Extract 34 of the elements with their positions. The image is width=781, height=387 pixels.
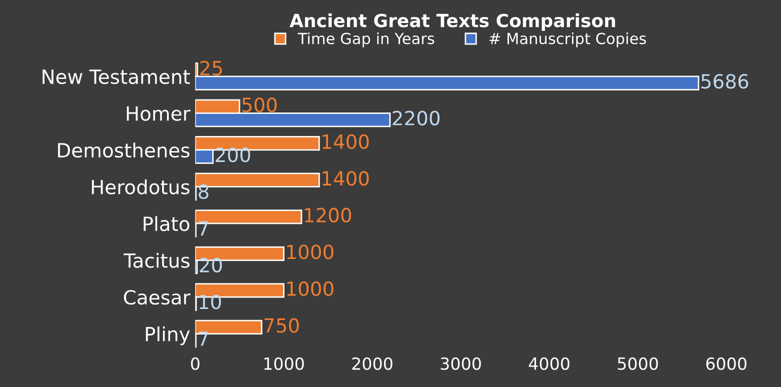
y-tick-label: Homer xyxy=(126,106,190,121)
x-tick-label: 5000 xyxy=(618,357,658,370)
y-tick-label: Pliny xyxy=(146,326,190,346)
data-label: 20 xyxy=(200,258,222,273)
chart-title: Ancient Great Texts Comparison xyxy=(290,13,616,31)
x-tick-label: 1000 xyxy=(264,357,304,370)
data-label: 5686 xyxy=(701,74,748,89)
x-tick-label: 2000 xyxy=(352,357,392,370)
data-label: 1000 xyxy=(287,244,334,260)
data-label: 1200 xyxy=(304,208,352,223)
data-label: 25 xyxy=(200,60,222,76)
x-tick-label: 0 xyxy=(191,357,200,370)
data-label: 500 xyxy=(242,98,277,112)
y-tick-label: Plato xyxy=(144,216,190,232)
data-label: 1400 xyxy=(322,134,369,149)
data-label: 8 xyxy=(198,184,208,199)
data-label: 750 xyxy=(264,318,299,333)
data-label: 200 xyxy=(216,148,250,162)
x-tick-label: 4000 xyxy=(528,357,570,370)
y-tick-label: Caesar xyxy=(124,290,190,305)
data-label: 10 xyxy=(200,294,221,310)
x-tick-label: 3000 xyxy=(440,357,481,370)
data-label: 1400 xyxy=(322,171,369,186)
x-tick-label: 6000 xyxy=(706,357,746,370)
y-tick-label: Demosthenes xyxy=(58,142,190,158)
y-tick-label: Herodotus xyxy=(92,179,190,194)
data-label: 2200 xyxy=(392,110,440,126)
data-label: 1000 xyxy=(287,281,334,296)
data-label: 7 xyxy=(198,221,208,236)
data-label: 7 xyxy=(198,332,208,346)
y-tick-label: Tacitus xyxy=(124,252,190,268)
legend-label: # Manuscript Copies xyxy=(490,32,646,48)
y-tick-label: New Testament xyxy=(42,70,190,84)
legend-label: Time Gap in Years xyxy=(298,32,434,48)
